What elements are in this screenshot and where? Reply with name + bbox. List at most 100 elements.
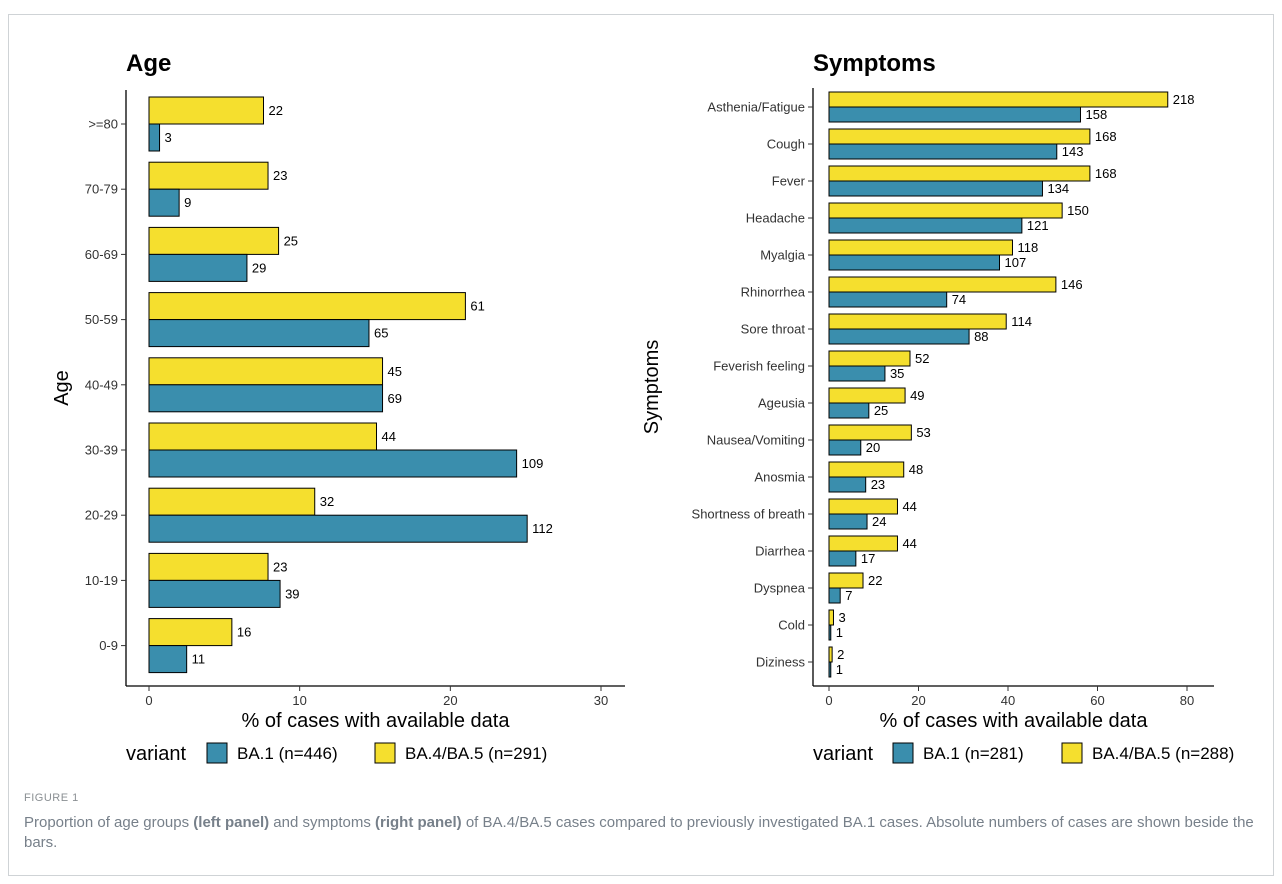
age-legend-label-ba45: BA.4/BA.5 (n=291) — [405, 744, 547, 763]
symptoms-bar-ba45 — [828, 239, 1013, 256]
symptoms-legend-swatch-ba1 — [892, 742, 914, 764]
age-category-label: 60-69 — [85, 247, 118, 262]
symptoms-legend-label-ba1: BA.1 (n=281) — [923, 744, 1024, 763]
age-value-label-ba45: 22 — [269, 103, 283, 118]
age-x-tick-label: 20 — [443, 693, 457, 708]
symptoms-category-label: Rhinorrhea — [741, 285, 806, 300]
age-x-tick-label: 0 — [145, 693, 152, 708]
symptoms-bar-ba45 — [828, 313, 1007, 330]
symptoms-bar-ba1 — [828, 106, 1081, 123]
age-value-label-ba45: 45 — [388, 364, 402, 379]
symptoms-bar-ba45 — [828, 572, 864, 589]
symptoms-bar-ba1 — [828, 402, 870, 419]
caption-bold-right-panel: (right panel) — [375, 814, 462, 831]
age-legend-swatch-ba1 — [206, 742, 228, 764]
symptoms-category-label: Myalgia — [760, 248, 806, 263]
symptoms-bar-ba1 — [828, 217, 1023, 234]
age-legend-title: variant — [126, 743, 186, 765]
symptoms-bar-ba1 — [828, 476, 867, 493]
age-category-label: 30-39 — [85, 443, 118, 458]
age-bar-ba45 — [148, 292, 466, 321]
age-bar-ba1 — [148, 579, 281, 608]
age-value-label-ba1: 112 — [532, 521, 553, 536]
age-bar-ba1 — [148, 319, 370, 348]
symptoms-legend-swatch-ba45 — [1061, 742, 1083, 764]
age-bar-ba1 — [148, 449, 518, 478]
symptoms-bar-ba45 — [828, 165, 1091, 182]
symptoms-value-label-ba1: 158 — [1085, 107, 1107, 122]
symptoms-bar-ba1 — [828, 624, 832, 641]
symptoms-value-label-ba1: 20 — [866, 440, 880, 455]
symptoms-x-tick-label: 60 — [1090, 693, 1104, 708]
age-bar-ba45 — [148, 161, 269, 190]
symptoms-bar-ba45 — [828, 424, 912, 441]
symptoms-x-tick-label: 80 — [1180, 693, 1194, 708]
age-value-label-ba1: 11 — [192, 652, 206, 667]
symptoms-value-label-ba45: 52 — [915, 351, 929, 366]
age-bar-ba45 — [148, 487, 316, 516]
age-bar-ba1 — [148, 384, 384, 413]
age-bar-ba1 — [148, 123, 161, 152]
symptoms-value-label-ba45: 218 — [1173, 92, 1195, 107]
age-category-label: 50-59 — [85, 312, 118, 327]
age-chart-title: Age — [126, 50, 171, 77]
symptoms-value-label-ba45: 22 — [868, 573, 882, 588]
age-value-label-ba1: 3 — [165, 130, 172, 145]
age-bar-ba45 — [148, 226, 280, 255]
symptoms-chart-title: Symptoms — [813, 50, 936, 77]
age-category-label: >=80 — [88, 117, 118, 132]
symptoms-category-label: Ageusia — [758, 396, 806, 411]
symptoms-bar-ba45 — [828, 91, 1169, 108]
symptoms-bar-ba1 — [828, 587, 841, 604]
age-value-label-ba45: 32 — [320, 494, 334, 509]
symptoms-value-label-ba45: 3 — [838, 610, 845, 625]
symptoms-category-label: Shortness of breath — [692, 507, 805, 522]
symptoms-value-label-ba45: 118 — [1017, 240, 1038, 255]
symptoms-x-axis-label: % of cases with available data — [880, 710, 1149, 732]
symptoms-category-label: Fever — [772, 174, 806, 189]
symptoms-value-label-ba1: 24 — [872, 514, 886, 529]
symptoms-value-label-ba45: 44 — [902, 536, 916, 551]
symptoms-bar-ba1 — [828, 513, 868, 530]
age-category-label: 0-9 — [99, 638, 118, 653]
symptoms-value-label-ba1: 25 — [874, 403, 888, 418]
figure-label: FIGURE 1 — [24, 792, 79, 804]
symptoms-bar-ba1 — [828, 291, 948, 308]
age-category-label: 20-29 — [85, 508, 118, 523]
symptoms-bar-ba1 — [828, 254, 1000, 271]
symptoms-value-label-ba1: 35 — [890, 366, 904, 381]
age-value-label-ba45: 23 — [273, 559, 287, 574]
symptoms-category-label: Dyspnea — [754, 581, 806, 596]
symptoms-bar-ba1 — [828, 328, 970, 345]
symptoms-value-label-ba45: 53 — [916, 425, 930, 440]
caption-text-2: and symptoms — [269, 814, 375, 831]
symptoms-value-label-ba1: 88 — [974, 329, 988, 344]
age-bar-ba45 — [148, 96, 265, 125]
symptoms-value-label-ba1: 107 — [1004, 255, 1026, 270]
symptoms-value-label-ba1: 1 — [836, 662, 843, 677]
age-bar-ba45 — [148, 552, 269, 581]
symptoms-value-label-ba1: 23 — [871, 477, 885, 492]
symptoms-category-label: Diarrhea — [755, 544, 806, 559]
age-value-label-ba1: 29 — [252, 260, 266, 275]
caption-text-3: of BA.4/BA.5 cases compared to previousl… — [24, 814, 1254, 851]
symptoms-bar-ba45 — [828, 350, 911, 367]
symptoms-value-label-ba45: 168 — [1095, 129, 1117, 144]
symptoms-y-axis-label: Symptoms — [641, 340, 663, 434]
age-value-label-ba45: 44 — [382, 429, 396, 444]
caption-bold-left-panel: (left panel) — [193, 814, 270, 831]
symptoms-bar-ba45 — [828, 387, 906, 404]
symptoms-value-label-ba1: 134 — [1047, 181, 1069, 196]
age-value-label-ba45: 25 — [284, 233, 298, 248]
age-bar-ba45 — [148, 422, 378, 451]
symptoms-bar-ba1 — [828, 180, 1043, 197]
symptoms-bar-ba45 — [828, 609, 834, 626]
symptoms-category-label: Nausea/Vomiting — [707, 433, 805, 448]
age-legend-label-ba1: BA.1 (n=446) — [237, 744, 338, 763]
symptoms-bar-ba1 — [828, 143, 1058, 160]
age-bar-ba1 — [148, 188, 180, 217]
symptoms-bar-ba45 — [828, 461, 905, 478]
symptoms-bar-ba45 — [828, 646, 833, 663]
symptoms-value-label-ba45: 2 — [837, 647, 844, 662]
symptoms-bar-ba1 — [828, 365, 886, 382]
